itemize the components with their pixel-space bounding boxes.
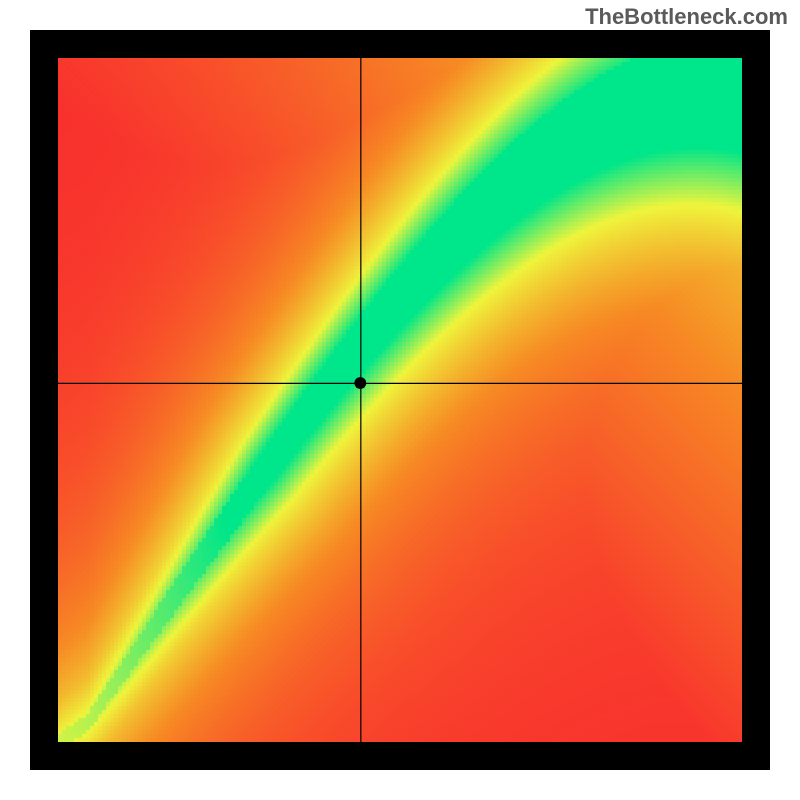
chart-container: TheBottleneck.com	[0, 0, 800, 800]
heatmap-canvas	[58, 58, 742, 742]
watermark-text: TheBottleneck.com	[585, 4, 788, 30]
plot-black-frame	[30, 30, 770, 770]
